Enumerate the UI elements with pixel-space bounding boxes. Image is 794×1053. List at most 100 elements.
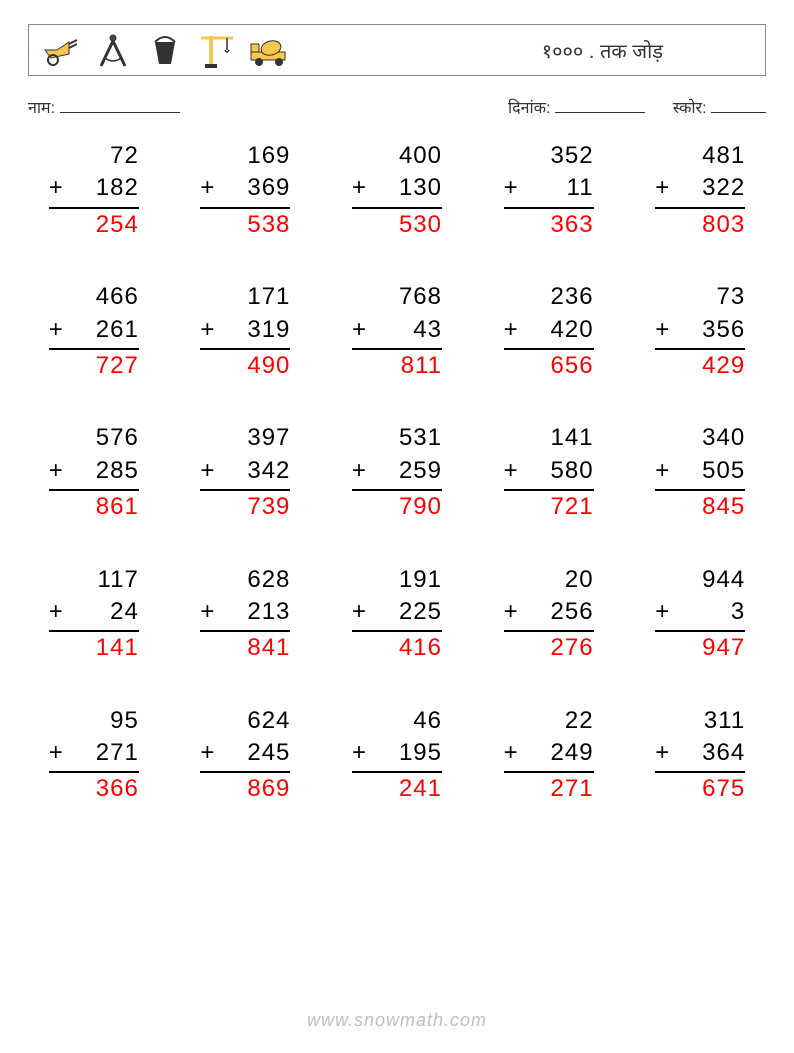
addend-top: 768 [352,281,442,313]
problem: 340+505845 [655,422,745,523]
addend-bottom: +259 [352,455,442,491]
operator: + [655,172,670,204]
addend-bottom: +43 [352,314,442,350]
compass-icon [93,30,133,70]
addend-bottom-value: 261 [96,316,139,343]
wheelbarrow-icon [41,30,81,70]
addend-bottom: +356 [655,314,745,350]
score-label: स्कोर: [673,100,707,117]
operator: + [352,596,367,628]
addend-top: 340 [655,422,745,454]
problem: 72+182254 [49,140,139,241]
date-field: दिनांक: [508,96,645,118]
footer-watermark: www.snowmath.com [0,1010,794,1031]
operator: + [352,314,367,346]
addend-top: 352 [504,140,594,172]
addend-top: 46 [352,705,442,737]
addend-bottom: +256 [504,596,594,632]
addend-bottom: +11 [504,172,594,208]
addend-bottom-value: 256 [551,598,594,625]
answer: 803 [655,209,745,241]
answer: 656 [504,350,594,382]
problem: 352+11363 [504,140,594,241]
answer: 429 [655,350,745,382]
addend-top: 20 [504,564,594,596]
score-field: स्कोर: [673,96,766,118]
answer: 947 [655,632,745,664]
addend-bottom-value: 24 [110,598,139,625]
addend-top: 171 [200,281,290,313]
addend-bottom-value: 342 [247,457,290,484]
worksheet-title: १००० . तक जोड़ [542,37,753,64]
operator: + [504,596,519,628]
addend-bottom-value: 505 [702,457,745,484]
addend-bottom-value: 3 [731,598,745,625]
name-field: नाम: [28,96,508,118]
answer: 141 [49,632,139,664]
addend-top: 117 [49,564,139,596]
addend-bottom: +249 [504,737,594,773]
operator: + [49,737,64,769]
addend-bottom-value: 271 [96,739,139,766]
addend-top: 397 [200,422,290,454]
problem: 236+420656 [504,281,594,382]
addend-bottom: +3 [655,596,745,632]
answer: 811 [352,350,442,382]
problem: 20+256276 [504,564,594,665]
addend-top: 169 [200,140,290,172]
info-row: नाम: दिनांक: स्कोर: [28,96,766,118]
addend-bottom: +580 [504,455,594,491]
addend-bottom-value: 43 [413,316,442,343]
addend-bottom: +225 [352,596,442,632]
addend-bottom: +261 [49,314,139,350]
answer: 490 [200,350,290,382]
addend-top: 628 [200,564,290,596]
addend-top: 531 [352,422,442,454]
addend-bottom-value: 213 [247,598,290,625]
operator: + [655,314,670,346]
problem: 169+369 538 [200,140,290,241]
addend-bottom: +271 [49,737,139,773]
answer: 271 [504,773,594,805]
bucket-icon [145,30,185,70]
problem: 191+225416 [352,564,442,665]
operator: + [200,596,215,628]
addend-bottom-value: 182 [96,174,139,201]
addend-bottom-value: 369 [247,174,290,201]
worksheet-header: १००० . तक जोड़ [28,24,766,76]
operator: + [504,737,519,769]
addend-top: 22 [504,705,594,737]
answer: 254 [49,209,139,241]
problem: 628+213841 [200,564,290,665]
addend-top: 481 [655,140,745,172]
operator: + [200,172,215,204]
operator: + [49,596,64,628]
answer: 675 [655,773,745,805]
answer: 366 [49,773,139,805]
addend-bottom: +342 [200,455,290,491]
problem: 141+580721 [504,422,594,523]
date-blank [555,99,645,113]
addend-top: 944 [655,564,745,596]
score-blank [711,99,766,113]
addend-top: 311 [655,705,745,737]
addend-bottom-value: 259 [399,457,442,484]
operator: + [504,455,519,487]
operator: + [200,737,215,769]
operator: + [200,314,215,346]
answer: 538 [200,209,290,241]
problem: 624+245869 [200,705,290,806]
answer: 721 [504,491,594,523]
addend-top: 95 [49,705,139,737]
problem: 466+261727 [49,281,139,382]
problems-grid: 72+182254169+369538400+130530352+1136348… [28,140,766,806]
operator: + [49,455,64,487]
addend-bottom-value: 364 [702,739,745,766]
problem: 73+356429 [655,281,745,382]
problem: 311+364675 [655,705,745,806]
operator: + [655,596,670,628]
problem: 944+3947 [655,564,745,665]
answer: 790 [352,491,442,523]
problem: 171+319490 [200,281,290,382]
operator: + [655,455,670,487]
